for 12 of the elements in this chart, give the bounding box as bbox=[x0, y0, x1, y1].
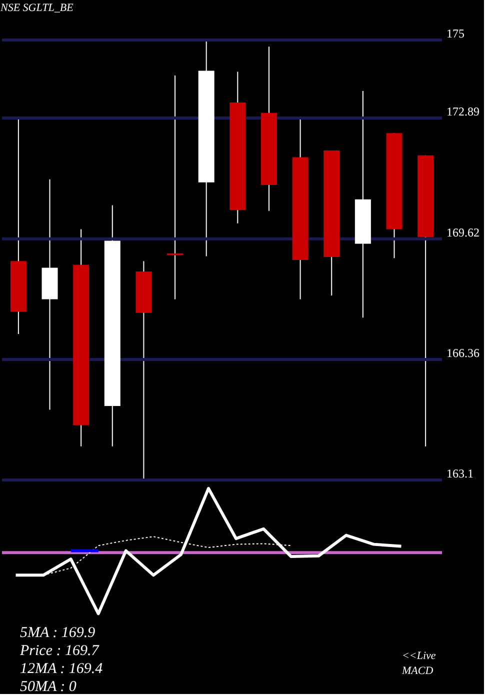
text: <<Live bbox=[402, 650, 436, 662]
chart-title: NSE SGLTL_BE bbox=[0, 2, 74, 14]
text: 12MA : 169.4 bbox=[20, 661, 104, 677]
y-tick-label: 166.36 bbox=[446, 346, 480, 360]
y-tick-label: 175 bbox=[446, 26, 464, 40]
y-tick-label: 172.89 bbox=[446, 104, 480, 119]
text: Price : 169.7 bbox=[19, 643, 100, 659]
y-tick-label: 169.62 bbox=[446, 225, 480, 240]
text: 50MA : 0 bbox=[20, 679, 77, 695]
text: MACD bbox=[401, 665, 434, 677]
y-tick-label: 163.1 bbox=[446, 466, 474, 480]
text: 5MA : 169.9 bbox=[20, 625, 96, 641]
